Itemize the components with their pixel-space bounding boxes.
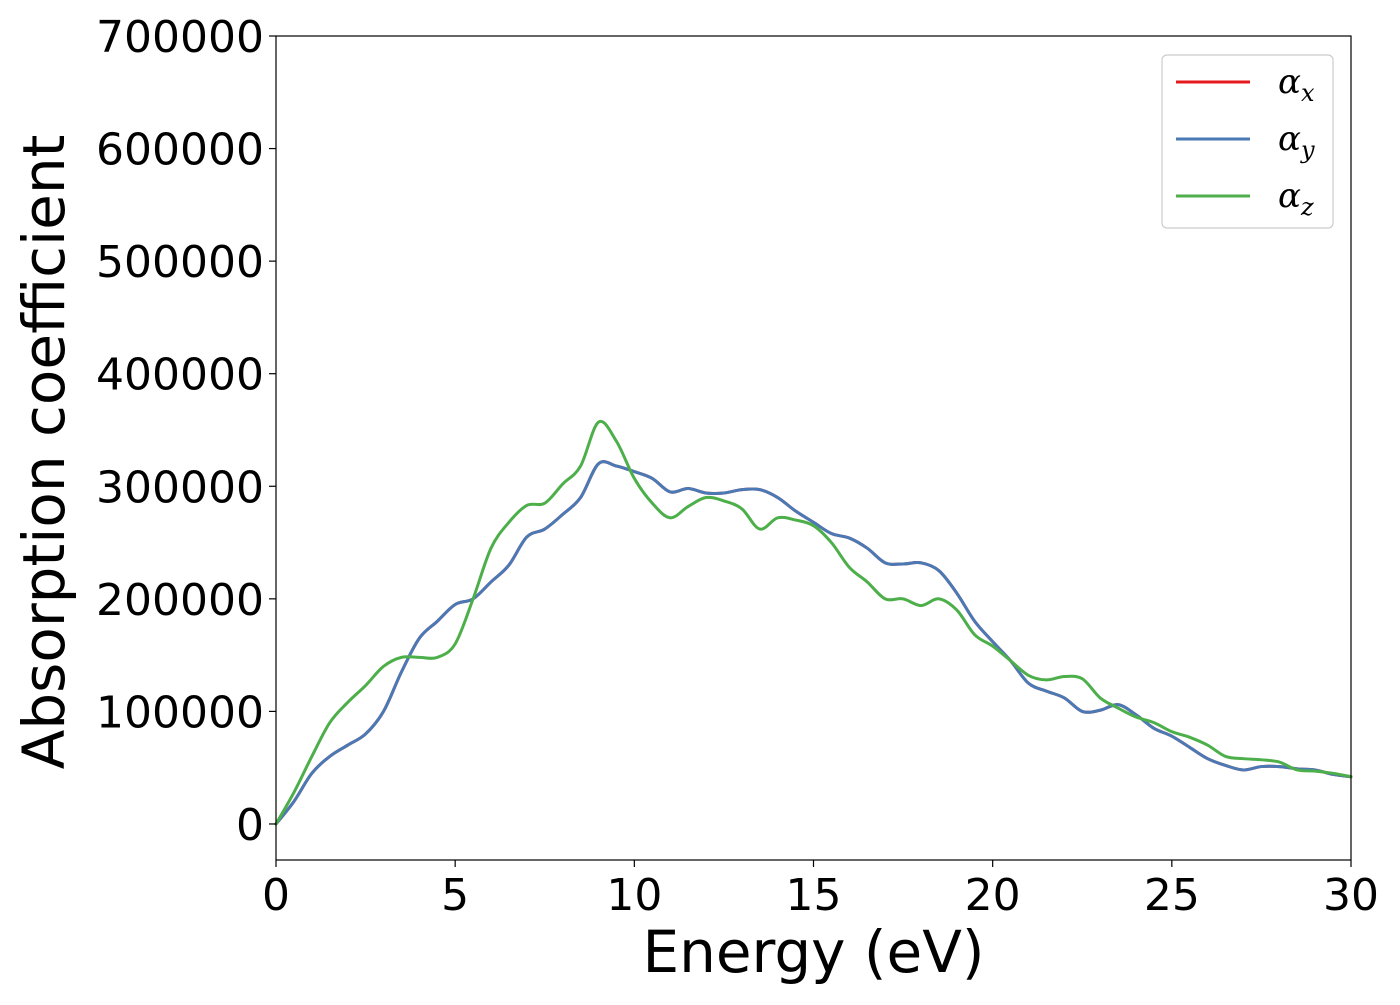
y-axis-title: Absorption coefficient bbox=[10, 135, 78, 770]
x-axis-title: Energy (eV) bbox=[642, 918, 984, 986]
series-line-y bbox=[274, 460, 1353, 826]
x-tick-label: 0 bbox=[262, 870, 290, 921]
x-tick-label: 25 bbox=[1144, 870, 1200, 921]
x-tick-label: 20 bbox=[965, 870, 1021, 921]
x-tick-label: 30 bbox=[1323, 870, 1379, 921]
y-tick-label: 400000 bbox=[96, 350, 264, 401]
series-line-z bbox=[274, 419, 1353, 826]
series-line-x bbox=[274, 460, 1353, 826]
y-tick-label: 0 bbox=[236, 800, 264, 851]
legend-box bbox=[1161, 54, 1334, 229]
y-tick-label: 300000 bbox=[96, 462, 264, 513]
x-tick-label: 15 bbox=[786, 870, 842, 921]
y-tick-label: 700000 bbox=[96, 12, 264, 63]
y-tick-label: 200000 bbox=[96, 575, 264, 626]
ticks-layer: 0 5 10 15 20 25 30 0 100000 200000 300000 400000 500… bbox=[96, 12, 1379, 921]
y-tick-label: 600000 bbox=[96, 125, 264, 176]
y-tick-label: 100000 bbox=[96, 687, 264, 738]
x-tick-label: 10 bbox=[606, 870, 662, 921]
series-layer bbox=[274, 419, 1353, 826]
x-tick-label: 5 bbox=[441, 870, 469, 921]
y-tick-label: 500000 bbox=[96, 237, 264, 288]
